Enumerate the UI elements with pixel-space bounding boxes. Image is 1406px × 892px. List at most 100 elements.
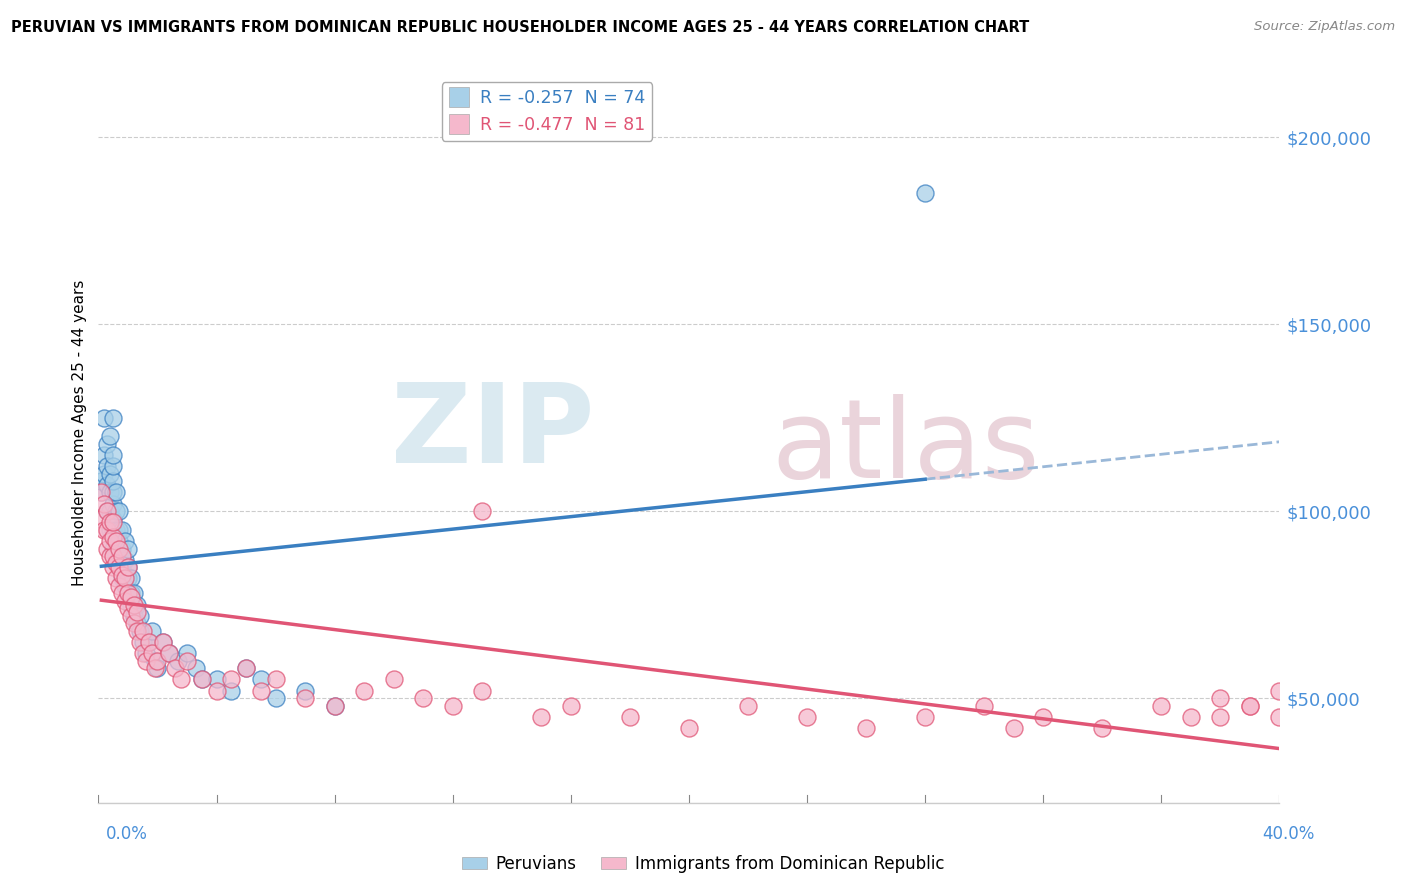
Point	[108, 560, 131, 574]
Point	[132, 635, 155, 649]
Point	[205, 683, 228, 698]
Legend: Peruvians, Immigrants from Dominican Republic: Peruvians, Immigrants from Dominican Rep…	[456, 848, 950, 880]
Point	[93, 410, 115, 425]
Point	[122, 586, 145, 600]
Point	[114, 567, 136, 582]
Point	[103, 474, 125, 488]
Point	[117, 586, 139, 600]
Text: ZIP: ZIP	[391, 379, 595, 486]
Point	[111, 567, 134, 582]
Point	[184, 661, 207, 675]
Point	[221, 673, 243, 687]
Point	[90, 485, 112, 500]
Point	[105, 523, 128, 537]
Point	[108, 541, 131, 556]
Point	[114, 579, 136, 593]
Point	[264, 691, 287, 706]
Point	[111, 586, 134, 600]
Point	[105, 549, 128, 563]
Point	[122, 608, 145, 623]
Text: 0.0%: 0.0%	[105, 825, 148, 843]
Point	[1209, 691, 1232, 706]
Point	[323, 698, 346, 713]
Point	[914, 710, 936, 724]
Point	[125, 605, 148, 619]
Text: PERUVIAN VS IMMIGRANTS FROM DOMINICAN REPUBLIC HOUSEHOLDER INCOME AGES 25 - 44 Y: PERUVIAN VS IMMIGRANTS FROM DOMINICAN RE…	[11, 20, 1029, 35]
Point	[122, 598, 145, 612]
Y-axis label: Householder Income Ages 25 - 44 years: Householder Income Ages 25 - 44 years	[72, 279, 87, 586]
Point	[323, 698, 346, 713]
Point	[111, 560, 134, 574]
Point	[108, 549, 131, 563]
Point	[176, 654, 198, 668]
Point	[103, 560, 125, 574]
Point	[560, 698, 582, 713]
Point	[96, 504, 118, 518]
Point	[678, 721, 700, 735]
Point	[1091, 721, 1114, 735]
Point	[973, 698, 995, 713]
Point	[143, 654, 166, 668]
Point	[235, 661, 257, 675]
Point	[103, 497, 125, 511]
Point	[111, 549, 134, 563]
Point	[1268, 710, 1291, 724]
Point	[96, 478, 118, 492]
Point	[294, 683, 316, 698]
Point	[105, 504, 128, 518]
Point	[152, 635, 174, 649]
Point	[98, 467, 121, 481]
Point	[1150, 698, 1173, 713]
Point	[855, 721, 877, 735]
Point	[103, 511, 125, 525]
Point	[117, 560, 139, 574]
Point	[105, 534, 128, 549]
Point	[114, 571, 136, 585]
Point	[132, 624, 155, 638]
Point	[141, 646, 163, 660]
Text: atlas: atlas	[772, 394, 1040, 501]
Point	[98, 516, 121, 530]
Point	[90, 474, 112, 488]
Point	[143, 661, 166, 675]
Point	[120, 590, 142, 604]
Point	[103, 459, 125, 474]
Point	[235, 661, 257, 675]
Point	[108, 534, 131, 549]
Point	[105, 571, 128, 585]
Point	[103, 485, 125, 500]
Point	[120, 608, 142, 623]
Point	[108, 560, 131, 574]
Point	[105, 485, 128, 500]
Point	[105, 557, 128, 571]
Point	[114, 553, 136, 567]
Point	[1209, 710, 1232, 724]
Point	[1239, 698, 1261, 713]
Point	[221, 683, 243, 698]
Point	[176, 646, 198, 660]
Point	[125, 624, 148, 638]
Point	[114, 594, 136, 608]
Point	[796, 710, 818, 724]
Point	[382, 673, 405, 687]
Point	[135, 654, 157, 668]
Point	[125, 598, 148, 612]
Point	[471, 683, 494, 698]
Point	[103, 448, 125, 462]
Point	[191, 673, 214, 687]
Point	[120, 586, 142, 600]
Point	[157, 646, 180, 660]
Point	[98, 534, 121, 549]
Point	[138, 635, 160, 649]
Point	[103, 516, 125, 530]
Point	[90, 485, 112, 500]
Point	[93, 448, 115, 462]
Point	[120, 598, 142, 612]
Point	[191, 673, 214, 687]
Point	[737, 698, 759, 713]
Point	[914, 186, 936, 201]
Point	[96, 523, 118, 537]
Point	[1239, 698, 1261, 713]
Point	[157, 646, 180, 660]
Point	[165, 661, 187, 675]
